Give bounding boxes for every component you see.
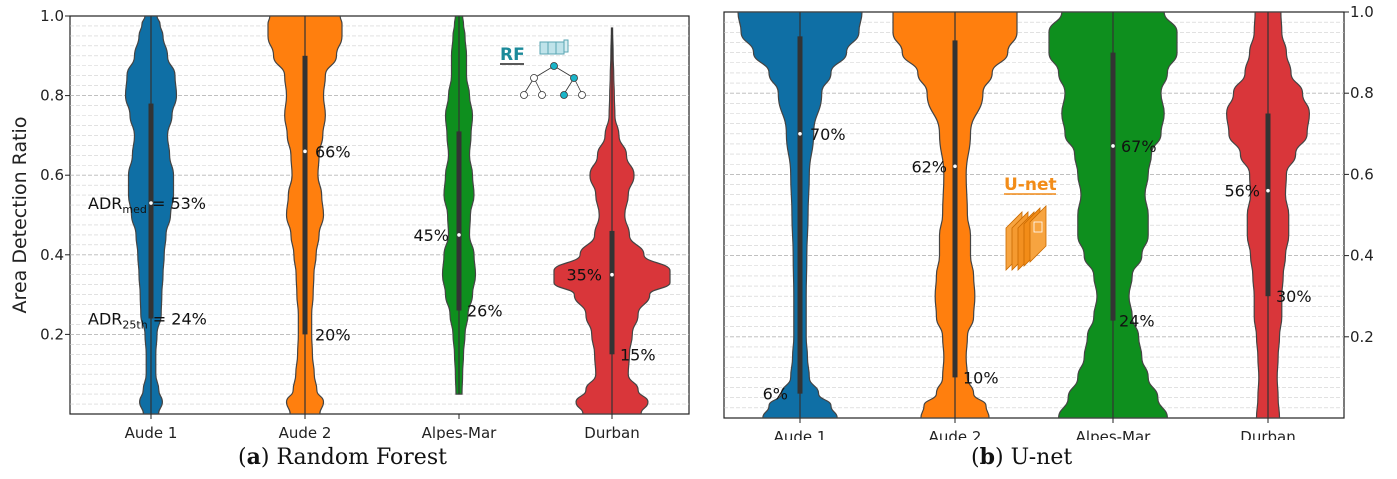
panel-a-annotations: ADRmed = 53% ADR25th = 24% 66% 20% 45% 26% 35%… [88, 142, 656, 364]
panel-a-x-tick-label: Durban [584, 424, 639, 440]
panel-b-y-tick-label: 0.6 [1350, 165, 1374, 183]
panel-a-x-ticks: Aude 1 Aude 2 Alpes-Mar Durban [125, 414, 640, 440]
caption-a: (a) Random Forest [238, 444, 447, 470]
figure: 0.2 0.4 0.6 0.8 1.0 Aude 1 Aude 2 Alpes-Mar Dur… [9, 3, 1374, 440]
panel-a-annotation: 45% [413, 226, 449, 245]
panel-a-y-axis-label: Area Detection Ratio [9, 117, 31, 314]
panel-b-x-tick-label: Aude 1 [774, 428, 827, 440]
rf-feature-blocks-icon [539, 39, 569, 55]
panel-a-chart: 0.2 0.4 0.6 0.8 1.0 Aude 1 Aude 2 Alpes-Mar Dur… [9, 7, 690, 440]
panel-b-x-tick-label: Aude 2 [929, 428, 982, 440]
rf-logo-text: RF [500, 45, 525, 65]
panel-a-median-point [149, 201, 153, 205]
rf-logo: RF [500, 39, 586, 99]
panel-b-annotation: 24% [1119, 312, 1155, 331]
caption-b: (b) U-net [971, 444, 1073, 470]
panel-a-iqr-bar [148, 103, 154, 319]
caption-a-text: Random Forest [276, 445, 447, 470]
panel-a-iqr-bar [456, 131, 462, 311]
panel-a-annotation: 35% [566, 266, 602, 285]
panel-a-median-point [457, 233, 461, 237]
panel-a-y-tick-label: 1.0 [40, 7, 64, 25]
panel-a-annotation: 20% [315, 325, 351, 344]
panel-a-y-tick-label: 0.8 [40, 87, 64, 105]
panel-a-annotation: ADRmed = 53% [88, 194, 206, 216]
panel-a-y-tick-label: 0.4 [40, 246, 64, 264]
panel-b-iqr-bar [797, 36, 803, 394]
panel-b-x-ticks: Aude 1 Aude 2 Alpes-Mar Durban [774, 418, 1296, 440]
panel-a-x-tick-label: Aude 2 [279, 424, 332, 440]
panel-a-median-point [610, 272, 614, 277]
panel-b-y-tick-label: 0.4 [1350, 247, 1374, 265]
panel-b-median-point [1111, 144, 1115, 148]
panel-b-iqr-bar [1110, 52, 1116, 321]
panel-a-x-tick-label: Aude 1 [125, 424, 178, 440]
panel-b-y-tick-label: 0.8 [1350, 84, 1374, 102]
caption-b-label: b [979, 444, 995, 470]
panel-b-annotation: 10% [963, 368, 999, 387]
panel-a-x-tick-label: Alpes-Mar [422, 424, 498, 440]
panel-a-y-tick-label: 0.2 [40, 325, 64, 343]
panel-a-median-point [303, 149, 307, 154]
caption-a-label: a [246, 444, 261, 470]
panel-b-x-tick-label: Durban [1240, 428, 1295, 440]
panel-b-median-point [953, 164, 957, 169]
panel-b-violins [737, 11, 1311, 419]
panel-a-annotation: ADR25th = 24% [88, 309, 207, 331]
panel-b-y-tick-label: 1.0 [1350, 3, 1374, 21]
panel-b-annotation: 6% [763, 385, 788, 404]
panel-a-annotation: 26% [467, 302, 503, 321]
panel-a-annotation: 15% [620, 345, 656, 364]
panel-a-iqr-bar [302, 55, 308, 335]
panel-b-iqr-bar [1265, 113, 1271, 297]
panel-b-median-point [798, 132, 802, 136]
panel-b-annotations: 6% 70% 62% 10% 67% 24% 56% 30% [763, 125, 1312, 404]
unet-logo-text: U-net [1004, 175, 1057, 195]
panel-a-annotation: 66% [315, 142, 351, 161]
panel-b-y-tick-label: 0.2 [1350, 328, 1374, 346]
caption-b-text: U-net [1010, 445, 1073, 470]
panel-b-annotation: 70% [810, 125, 846, 144]
panel-a-violins [124, 15, 671, 415]
panel-b-annotation: 56% [1224, 182, 1260, 201]
panel-b-annotation: 67% [1121, 137, 1157, 156]
panel-a-iqr-bar [609, 230, 615, 355]
panel-a-y-ticks: 0.2 0.4 0.6 0.8 1.0 [40, 7, 70, 343]
decision-tree-icon [520, 62, 586, 99]
unet-logo: U-net [1004, 175, 1057, 271]
panel-b-median-point [1266, 188, 1270, 193]
panel-b-chart: 0.2 0.4 0.6 0.8 1.0 Aude 1 Aude 2 Alpes-Mar Dur… [723, 3, 1374, 440]
panel-b-y-ticks: 0.2 0.4 0.6 0.8 1.0 [1344, 3, 1374, 346]
panel-b-iqr-bar [952, 40, 958, 378]
unet-layers-icon [1005, 205, 1047, 271]
panel-b-x-tick-label: Alpes-Mar [1076, 428, 1152, 440]
panel-a-y-tick-label: 0.6 [40, 166, 64, 184]
panel-b-annotation: 30% [1276, 287, 1312, 306]
panel-b-annotation: 62% [911, 157, 947, 176]
